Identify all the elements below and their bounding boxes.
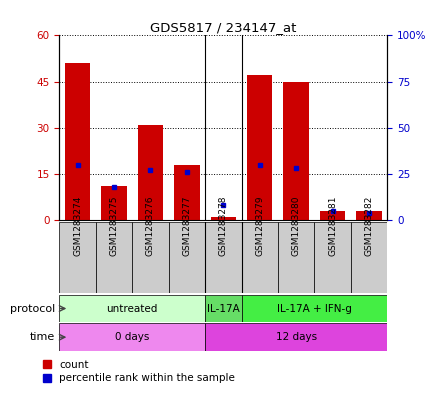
- Text: GSM1283281: GSM1283281: [328, 195, 337, 256]
- Text: GSM1283277: GSM1283277: [182, 195, 191, 256]
- Bar: [101, 186, 127, 220]
- Text: GSM1283274: GSM1283274: [73, 196, 82, 256]
- Bar: [314, 222, 351, 293]
- Bar: [138, 125, 163, 220]
- Bar: [205, 295, 242, 322]
- Text: GSM1283280: GSM1283280: [292, 195, 301, 256]
- Text: GSM1283278: GSM1283278: [219, 195, 228, 256]
- Title: GDS5817 / 234147_at: GDS5817 / 234147_at: [150, 21, 297, 34]
- Bar: [205, 323, 387, 351]
- Text: GSM1283275: GSM1283275: [110, 195, 118, 256]
- Bar: [247, 75, 272, 220]
- Bar: [278, 222, 314, 293]
- Bar: [205, 222, 242, 293]
- Bar: [59, 323, 205, 351]
- Text: 12 days: 12 days: [275, 332, 317, 342]
- Text: GSM1283276: GSM1283276: [146, 195, 155, 256]
- Bar: [320, 211, 345, 220]
- Bar: [59, 295, 205, 322]
- Text: protocol: protocol: [10, 303, 55, 314]
- Bar: [242, 295, 387, 322]
- Bar: [351, 222, 387, 293]
- Bar: [211, 217, 236, 220]
- Bar: [96, 222, 132, 293]
- Legend: count, percentile rank within the sample: count, percentile rank within the sample: [43, 360, 235, 383]
- Text: IL-17A + IFN-g: IL-17A + IFN-g: [277, 303, 352, 314]
- Bar: [242, 222, 278, 293]
- Bar: [356, 211, 382, 220]
- Text: untreated: untreated: [106, 303, 158, 314]
- Text: IL-17A: IL-17A: [207, 303, 240, 314]
- Text: time: time: [30, 332, 55, 342]
- Text: GSM1283279: GSM1283279: [255, 195, 264, 256]
- Bar: [283, 82, 309, 220]
- Bar: [65, 63, 90, 220]
- Bar: [59, 222, 96, 293]
- Text: 0 days: 0 days: [115, 332, 150, 342]
- Text: GSM1283282: GSM1283282: [364, 196, 374, 256]
- Bar: [174, 165, 200, 220]
- Bar: [169, 222, 205, 293]
- Bar: [132, 222, 169, 293]
